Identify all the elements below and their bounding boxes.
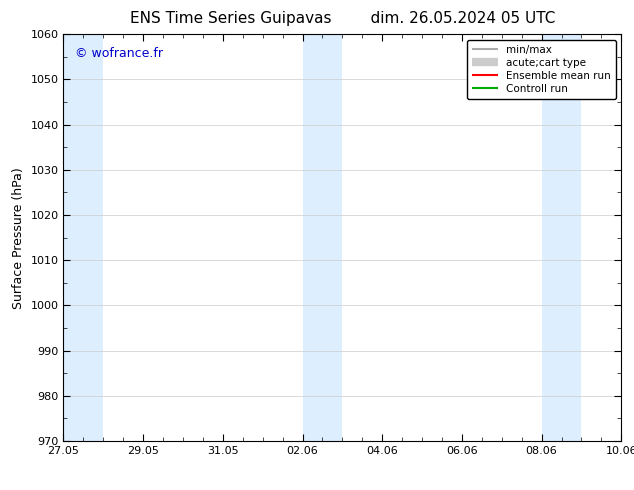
Bar xyxy=(63,34,103,441)
Y-axis label: Surface Pressure (hPa): Surface Pressure (hPa) xyxy=(12,167,25,309)
Bar xyxy=(302,34,342,441)
Legend: min/max, acute;cart type, Ensemble mean run, Controll run: min/max, acute;cart type, Ensemble mean … xyxy=(467,40,616,99)
Text: © wofrance.fr: © wofrance.fr xyxy=(75,47,162,59)
Title: ENS Time Series Guipavas        dim. 26.05.2024 05 UTC: ENS Time Series Guipavas dim. 26.05.2024… xyxy=(130,11,555,26)
Bar xyxy=(541,34,581,441)
